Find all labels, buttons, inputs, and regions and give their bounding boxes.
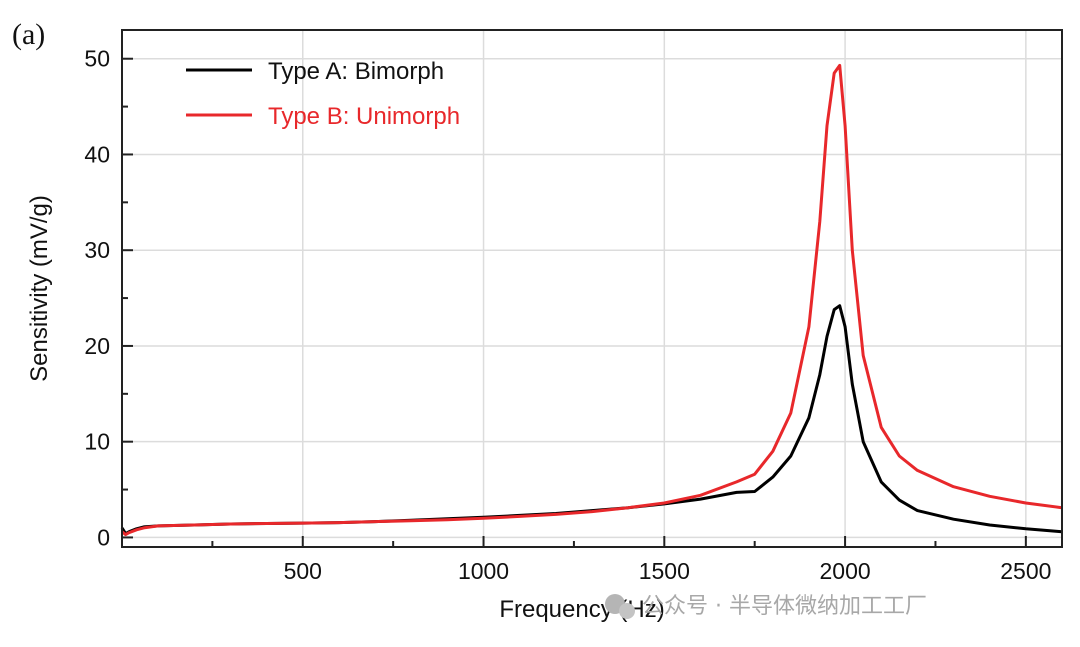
watermark-group: 公众号 · 半导体微纳加工工厂 [605, 594, 927, 619]
plot-frame [121, 29, 1063, 548]
wechat-icon-secondary [619, 603, 635, 619]
y-axis-title: Sensitivity (mV/g) [26, 195, 53, 382]
y-tick-label: 0 [97, 524, 110, 550]
series-group [120, 63, 1063, 537]
legend-label: Type B: Unimorph [268, 103, 460, 130]
x-axis-title: Frequency (Hz) [499, 596, 664, 623]
y-tick-label: 30 [84, 237, 110, 263]
legend-label: Type A: Bimorph [268, 58, 444, 85]
series-line-2 [121, 63, 1063, 537]
panel-label: (a) [12, 18, 45, 51]
axis-ticks: 500 1000 1500 2000 2500 0 10 20 30 40 50 [84, 46, 1051, 584]
x-tick-label: 1000 [458, 558, 509, 584]
x-tick-label: 2000 [819, 558, 870, 584]
y-tick-label: 10 [84, 429, 110, 455]
grid [122, 30, 1062, 547]
y-tick-label: 50 [84, 46, 110, 72]
series-line-1 [120, 304, 1063, 536]
watermark-text: 公众号 · 半导体微纳加工工厂 [642, 594, 927, 619]
x-tick-label: 500 [284, 558, 322, 584]
x-tick-label: 1500 [639, 558, 690, 584]
legend: Type A: Bimorph Type B: Unimorph [186, 58, 460, 130]
y-tick-label: 40 [84, 141, 110, 167]
x-tick-label: 2500 [1000, 558, 1051, 584]
y-tick-label: 20 [84, 333, 110, 359]
